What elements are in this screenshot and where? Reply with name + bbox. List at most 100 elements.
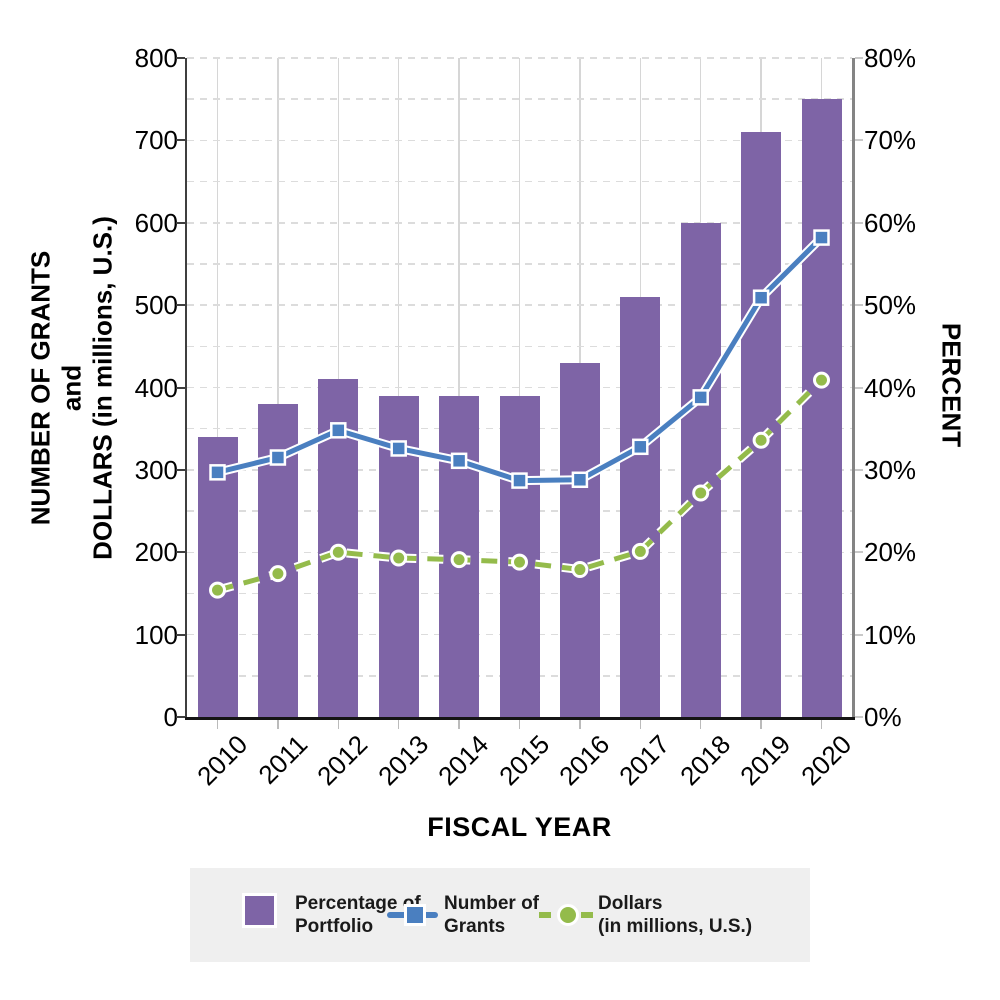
legend-label-line: (in millions, U.S.) xyxy=(598,916,753,937)
line-series-layer xyxy=(209,229,830,599)
right-tick-label-10%: 10% xyxy=(864,619,917,650)
left-tick-mark xyxy=(176,221,185,224)
square-marker-2012 xyxy=(330,422,347,439)
x-tick-label-2015: 2015 xyxy=(492,729,555,792)
circle-marker-2019 xyxy=(752,431,770,449)
square-marker-2013 xyxy=(390,440,407,457)
right-tick-mark xyxy=(854,57,863,59)
plot-area xyxy=(187,57,852,717)
bottom-tick-mark xyxy=(458,720,460,729)
square-marker-2019 xyxy=(752,289,770,306)
bottom-tick-mark xyxy=(760,720,762,729)
square-marker-2017 xyxy=(632,438,649,456)
left-tick-label-300: 300 xyxy=(134,454,178,485)
square-marker-2014 xyxy=(450,452,468,470)
right-tick-label-0%: 0% xyxy=(864,702,902,732)
legend-label-line: Number of xyxy=(444,893,539,914)
left-tick-label-800: 800 xyxy=(134,43,178,73)
horizontal-gridline xyxy=(187,180,852,183)
horizontal-gridline xyxy=(187,345,852,348)
left-tick-label-100: 100 xyxy=(134,619,178,650)
legend-label-line: Dollars xyxy=(598,893,663,914)
circle-marker-2010 xyxy=(209,581,226,599)
circle-marker-2015 xyxy=(511,553,528,571)
right-tick-label-30%: 30% xyxy=(864,454,917,485)
bottom-tick-mark xyxy=(337,720,340,729)
horizontal-gridline xyxy=(187,139,852,142)
bar-2018 xyxy=(680,222,721,717)
square-marker-2016 xyxy=(571,471,589,489)
left-tick-label-400: 400 xyxy=(134,372,178,403)
horizontal-gridline xyxy=(187,263,852,265)
bottom-tick-mark xyxy=(397,720,400,729)
legend-circle-marker-icon xyxy=(557,904,579,926)
right-tick-label-70%: 70% xyxy=(864,125,917,156)
right-tick-mark xyxy=(854,304,863,307)
left-tick-mark xyxy=(176,633,185,636)
left-tick-label-700: 700 xyxy=(134,125,178,156)
legend-bar-swatch xyxy=(242,893,277,928)
legend-label-line: Grants xyxy=(444,916,506,937)
circle-marker-2017 xyxy=(631,542,649,560)
circle-marker-2018 xyxy=(692,484,710,502)
horizontal-gridline xyxy=(187,222,852,224)
circle-marker-2013 xyxy=(390,549,408,567)
bar-2017 xyxy=(620,296,661,717)
square-marker-2011 xyxy=(269,449,287,466)
horizontal-gridline xyxy=(187,57,852,59)
right-tick-label-40%: 40% xyxy=(864,372,917,403)
x-tick-label-2014: 2014 xyxy=(432,729,495,792)
circle-marker-2016 xyxy=(571,561,589,579)
x-tick-label-2017: 2017 xyxy=(613,729,676,792)
left-axis-spine xyxy=(184,58,187,717)
square-marker-2015 xyxy=(511,472,528,489)
right-tick-mark xyxy=(854,633,863,636)
right-tick-mark xyxy=(854,386,863,389)
square-marker-2020 xyxy=(813,229,830,246)
square-marker-2018 xyxy=(692,389,709,406)
x-tick-label-2018: 2018 xyxy=(673,729,736,792)
left-tick-mark xyxy=(176,304,185,307)
left-tick-label-500: 500 xyxy=(134,290,178,321)
circle-marker-2012 xyxy=(329,543,347,561)
right-tick-label-80%: 80% xyxy=(864,43,917,73)
left-tick-mark xyxy=(176,468,185,471)
left-tick-label-200: 200 xyxy=(134,537,178,568)
left-axis-title-line1: NUMBER OF GRANTS xyxy=(25,250,56,526)
square-marker-2010 xyxy=(209,464,226,481)
legend-square-marker-icon xyxy=(404,904,426,926)
left-tick-label-600: 600 xyxy=(134,207,178,238)
bar-2010 xyxy=(197,436,238,717)
right-tick-mark xyxy=(854,551,863,554)
bottom-tick-mark xyxy=(518,720,521,729)
left-axis-title-line2: and xyxy=(56,364,87,412)
legend-line-swatch xyxy=(387,904,438,926)
circle-marker-2020 xyxy=(813,371,830,389)
bar-2020 xyxy=(801,99,842,717)
series-line xyxy=(216,235,824,484)
left-tick-label-0: 0 xyxy=(163,702,178,732)
bottom-axis-spine xyxy=(184,717,855,720)
bottom-tick-mark xyxy=(277,720,279,729)
right-tick-label-60%: 60% xyxy=(864,207,917,238)
x-tick-label-2016: 2016 xyxy=(552,729,616,792)
right-tick-mark xyxy=(854,468,863,471)
right-tick-mark xyxy=(854,139,863,142)
right-axis-spine xyxy=(852,58,855,717)
bar-2016 xyxy=(559,362,600,717)
x-axis-title: FISCAL YEAR xyxy=(427,812,612,842)
x-tick-label-2011: 2011 xyxy=(252,729,314,790)
left-tick-mark xyxy=(176,57,185,59)
right-tick-mark xyxy=(854,221,863,224)
x-tick-label-2012: 2012 xyxy=(311,729,374,792)
legend-dashed-line-swatch xyxy=(539,904,593,926)
left-tick-mark xyxy=(176,716,185,718)
left-tick-mark xyxy=(176,386,185,389)
x-tick-label-2013: 2013 xyxy=(371,729,434,792)
legend-label-number-of-grants: Number of Grants xyxy=(444,892,539,938)
circle-marker-2014 xyxy=(450,551,468,569)
right-tick-label-20%: 20% xyxy=(864,537,917,568)
right-tick-label-50%: 50% xyxy=(864,290,917,321)
left-tick-mark xyxy=(176,139,185,142)
